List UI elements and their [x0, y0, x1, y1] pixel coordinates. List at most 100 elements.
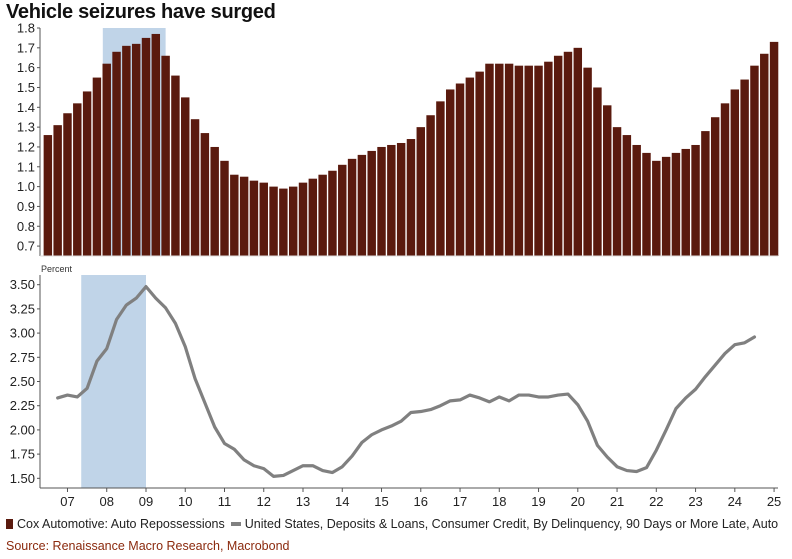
bottom-y-tick-label: 2.25 — [10, 398, 35, 413]
legend-line-swatch — [230, 522, 241, 526]
repossession-bar — [82, 91, 92, 256]
percent-axis-label: Percent — [41, 264, 73, 274]
repossession-bar — [769, 41, 779, 256]
bottom-y-tick-label: 2.75 — [10, 350, 35, 365]
repossession-bar — [367, 150, 376, 256]
top-y-tick-label: 1.1 — [17, 159, 35, 174]
top-y-tick-label: 1.6 — [17, 60, 35, 75]
x-tick-label: 10 — [178, 494, 192, 509]
repossession-bar — [416, 127, 425, 256]
repossession-bar — [544, 61, 553, 257]
x-tick-label: 15 — [374, 494, 388, 509]
repossession-bar — [661, 156, 671, 256]
repossession-bar — [710, 117, 720, 256]
delinquency-line — [56, 285, 757, 478]
repossession-bar — [151, 33, 161, 257]
repossession-bar — [122, 45, 131, 257]
repossession-bar — [92, 77, 102, 256]
top-y-tick-label: 1.5 — [17, 80, 35, 95]
repossession-bar — [230, 174, 239, 256]
repossession-bar — [553, 55, 563, 257]
x-tick-label: 12 — [257, 494, 271, 509]
legend-bar-swatch — [6, 519, 13, 529]
repossession-bar — [387, 144, 396, 256]
repossession-bar — [73, 103, 82, 256]
repossession-bar — [563, 51, 573, 256]
repossession-bar — [259, 182, 268, 256]
legend: Cox Automotive: Auto Repossessions United… — [6, 517, 778, 531]
repossession-bar — [583, 67, 592, 257]
legend-line-label: United States, Deposits & Loans, Consume… — [244, 517, 779, 531]
repossession-bar — [436, 101, 445, 256]
repossession-bar — [701, 131, 710, 256]
repossession-bar — [288, 186, 298, 256]
repossession-bar — [671, 152, 681, 256]
repossession-bar — [475, 71, 484, 257]
top-y-tick-label: 0.7 — [17, 239, 35, 254]
repossession-bar — [298, 182, 308, 256]
repossession-bar — [426, 115, 435, 256]
repossession-bar — [534, 65, 543, 256]
x-tick-label: 21 — [610, 494, 624, 509]
x-tick-label: 13 — [296, 494, 310, 509]
bottom-y-tick-label: 2.50 — [10, 374, 35, 389]
repossession-bar — [181, 97, 190, 256]
top-y-tick-label: 1.4 — [17, 100, 35, 115]
x-tick-label: 18 — [492, 494, 506, 509]
repossession-bar — [730, 89, 740, 257]
repossession-bar — [377, 146, 386, 256]
repossession-bar — [446, 89, 455, 257]
repossession-bar — [53, 125, 62, 257]
x-tick-label: 19 — [531, 494, 545, 509]
legend-bar-label: Cox Automotive: Auto Repossessions — [17, 517, 225, 531]
top-y-tick-label: 0.9 — [17, 199, 35, 214]
x-tick-label: 11 — [218, 494, 232, 509]
repossession-bar — [681, 148, 690, 256]
repossession-bar — [279, 188, 288, 256]
source-note: Source: Renaissance Macro Research, Macr… — [6, 539, 290, 553]
repossession-bar — [239, 176, 249, 256]
repossession-bar — [308, 178, 318, 256]
bottom-y-tick-label: 1.75 — [10, 447, 35, 462]
repossession-bar — [593, 87, 602, 256]
bottom-y-tick-label: 2.00 — [10, 422, 35, 437]
repossession-bar — [691, 144, 700, 256]
repossession-bar — [720, 103, 730, 256]
x-tick-label: 07 — [60, 494, 74, 509]
x-tick-label: 20 — [571, 494, 585, 509]
top-y-tick-label: 1.2 — [17, 139, 35, 154]
top-y-tick-label: 1.8 — [17, 21, 35, 36]
repossession-bar — [760, 53, 769, 256]
repossession-bar — [455, 83, 465, 256]
repossession-bar — [161, 55, 170, 257]
repossession-bar — [112, 51, 121, 256]
x-tick-label: 24 — [728, 494, 742, 509]
repossession-bar — [63, 113, 72, 256]
repossession-bar — [396, 142, 406, 256]
repossession-bar — [328, 170, 337, 256]
delinquency-line-panel: 1.50 1.75 2.00 2.25 2.50 2.75 3.00 3.25 3.50 07 08… — [10, 275, 781, 509]
repossession-bar — [220, 160, 229, 256]
top-y-tick-label: 1.7 — [17, 40, 35, 55]
x-tick-label: 14 — [335, 494, 349, 509]
repossession-bar — [750, 65, 759, 256]
repossession-bar — [504, 63, 514, 256]
repossession-bar — [573, 47, 583, 256]
repossession-bar — [485, 63, 494, 256]
repossessions-bar-panel: 0.7 0.8 0.9 1.0 1.1 1.2 1.3 1.4 1.5 1.6 1.7 1.8 — [17, 21, 779, 257]
repossession-bar — [102, 63, 111, 256]
recession-shade-bottom — [81, 275, 146, 488]
repossession-bar — [622, 135, 632, 256]
repossession-bar — [131, 43, 141, 256]
repossession-bar — [190, 119, 200, 256]
repossession-bar — [603, 105, 612, 256]
repossession-bar — [514, 65, 524, 256]
repossession-bar — [338, 164, 347, 256]
top-y-tick-label: 1.3 — [17, 120, 35, 135]
repossession-bar — [642, 152, 651, 256]
top-y-tick-label: 0.8 — [17, 219, 35, 234]
repossession-bar — [269, 186, 278, 256]
repossession-bar — [210, 146, 219, 256]
bottom-y-tick-label: 1.50 — [10, 471, 35, 486]
bottom-y-tick-label: 3.50 — [10, 277, 35, 292]
